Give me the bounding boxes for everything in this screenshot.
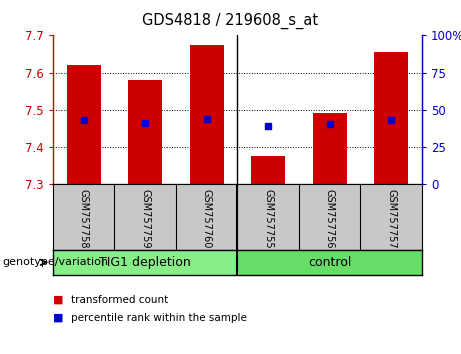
Bar bbox=[190, 45, 224, 184]
Text: GSM757756: GSM757756 bbox=[325, 189, 335, 249]
Text: ■: ■ bbox=[53, 313, 64, 322]
Text: transformed count: transformed count bbox=[71, 295, 169, 305]
Text: percentile rank within the sample: percentile rank within the sample bbox=[71, 313, 248, 322]
Bar bbox=[313, 113, 347, 184]
Bar bbox=[53, 250, 237, 275]
Text: TIG1 depletion: TIG1 depletion bbox=[99, 256, 191, 269]
Bar bbox=[374, 52, 408, 184]
Text: GSM757757: GSM757757 bbox=[386, 189, 396, 249]
Text: genotype/variation: genotype/variation bbox=[2, 257, 108, 267]
Text: ■: ■ bbox=[53, 295, 64, 305]
Text: GSM757759: GSM757759 bbox=[140, 189, 150, 249]
Bar bbox=[67, 65, 100, 184]
Text: control: control bbox=[308, 256, 351, 269]
Bar bbox=[128, 80, 162, 184]
Text: GSM757760: GSM757760 bbox=[201, 189, 212, 249]
Bar bbox=[251, 156, 285, 184]
Bar bbox=[237, 250, 422, 275]
Text: GSM757755: GSM757755 bbox=[263, 189, 273, 249]
Text: GSM757758: GSM757758 bbox=[79, 189, 89, 249]
Text: GDS4818 / 219608_s_at: GDS4818 / 219608_s_at bbox=[142, 12, 319, 29]
